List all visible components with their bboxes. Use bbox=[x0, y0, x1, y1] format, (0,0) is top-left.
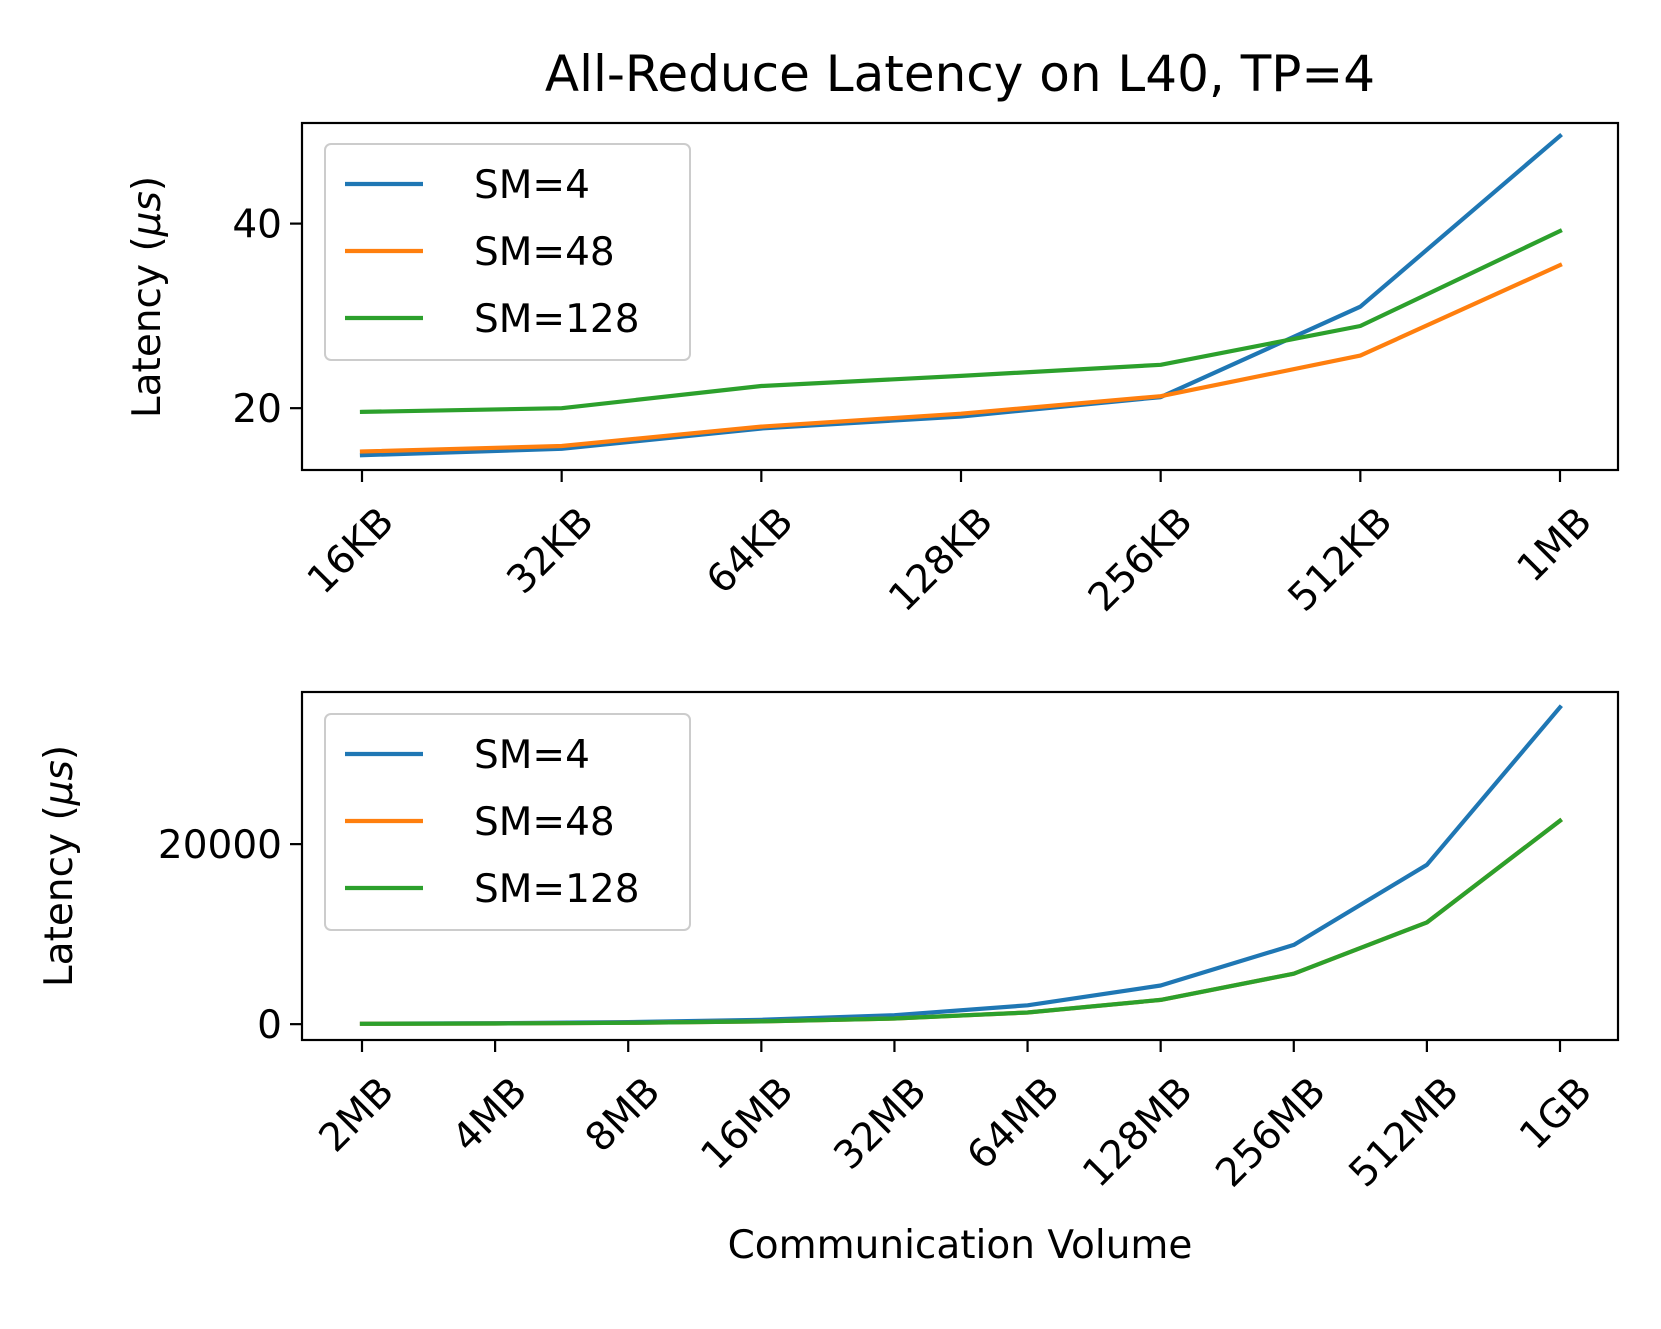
legend-box bbox=[324, 713, 691, 931]
y-tick-label: 20 bbox=[232, 387, 282, 432]
series-line-sm-48 bbox=[359, 262, 1563, 454]
y-axis-label-part: μ bbox=[125, 211, 170, 237]
y-axis-label: Latency (μs) bbox=[37, 745, 82, 987]
legend-label: SM=4 bbox=[474, 163, 590, 208]
y-tick-label: 20000 bbox=[158, 823, 282, 868]
legend-label: SM=48 bbox=[474, 800, 615, 845]
y-axis-label-part: ) bbox=[37, 745, 82, 760]
y-axis-label-part: s bbox=[37, 760, 82, 780]
y-axis-label-part: ) bbox=[125, 176, 170, 191]
y-tick-label: 0 bbox=[257, 1003, 282, 1048]
axes-frame bbox=[300, 690, 1620, 1042]
y-axis-label-part: s bbox=[125, 191, 170, 211]
y-axis-label-part: μ bbox=[37, 780, 82, 806]
y-tick-label: 40 bbox=[232, 203, 282, 248]
legend-label: SM=128 bbox=[474, 297, 640, 342]
y-axis-label-part: Latency ( bbox=[125, 236, 170, 418]
series-line-sm-4 bbox=[359, 132, 1563, 458]
x-axis-label: Communication Volume bbox=[728, 1223, 1193, 1268]
y-axis-label: Latency (μs) bbox=[125, 176, 170, 418]
legend-label: SM=4 bbox=[474, 733, 590, 778]
legend-box bbox=[324, 143, 691, 361]
series-line-sm-128 bbox=[359, 817, 1563, 1026]
chart-title: All-Reduce Latency on L40, TP=4 bbox=[545, 45, 1375, 103]
y-axis-label-part: Latency ( bbox=[37, 805, 82, 987]
legend-label: SM=48 bbox=[474, 230, 615, 275]
series-line-sm-128 bbox=[359, 228, 1563, 415]
legend-label: SM=128 bbox=[474, 867, 640, 912]
